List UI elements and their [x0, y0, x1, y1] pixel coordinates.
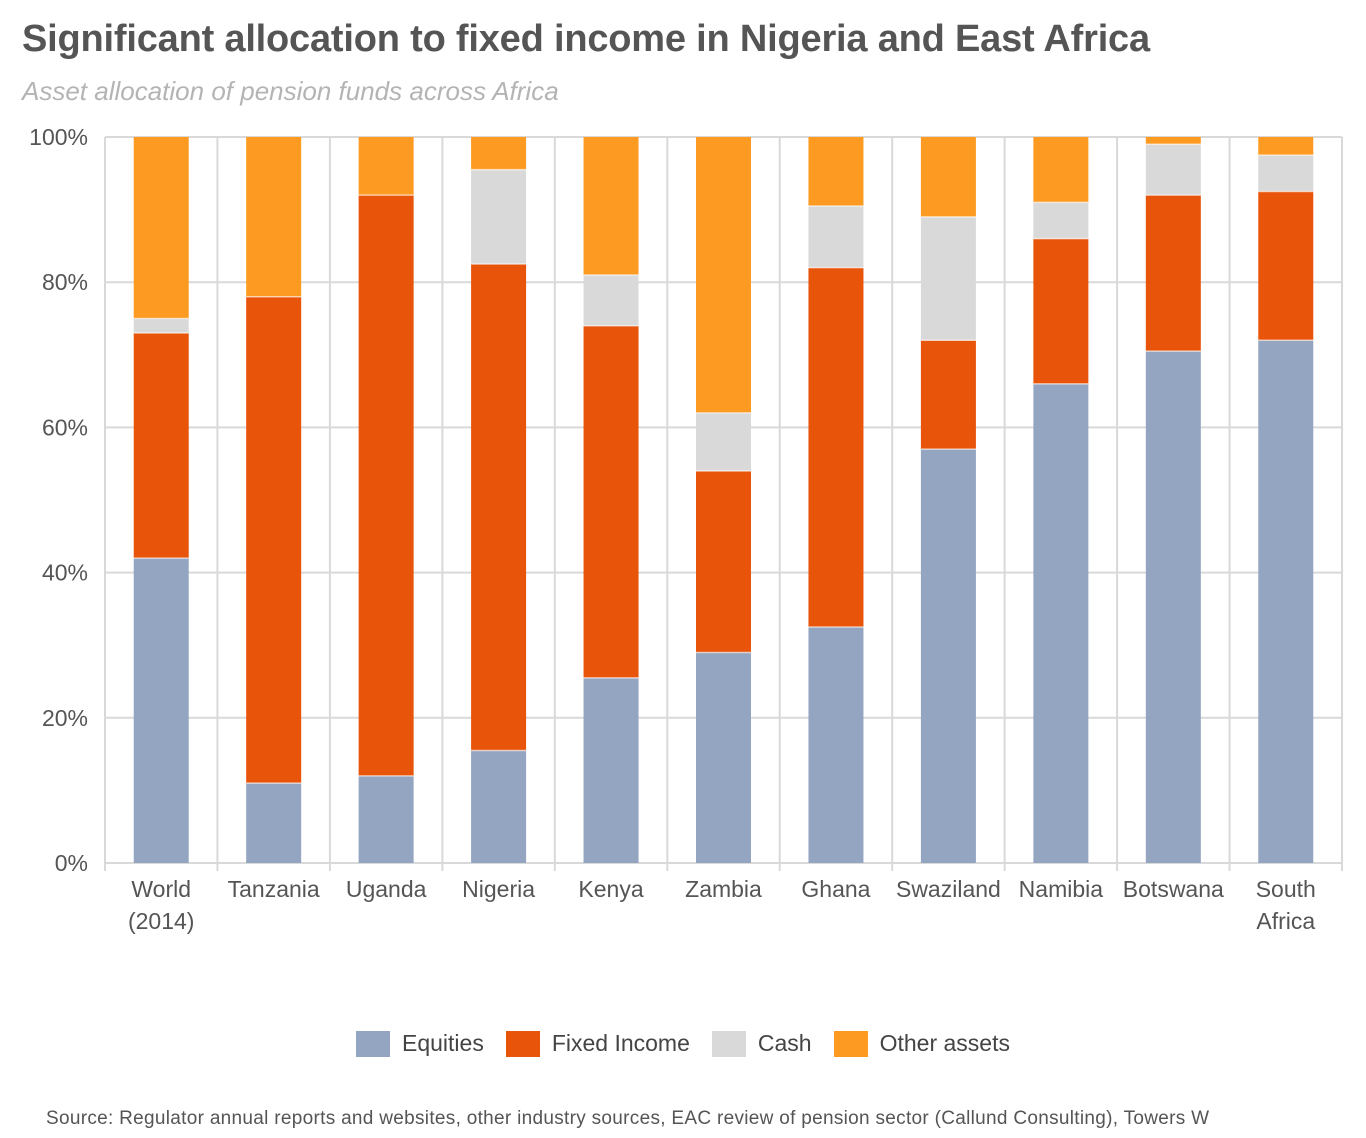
bar-segment-cash [1033, 202, 1089, 239]
bar-segment-other-assets [246, 137, 302, 297]
bar-segment-fixed-income [358, 195, 414, 776]
bar-segment-other-assets [808, 137, 864, 206]
y-tick-label: 60% [42, 414, 88, 440]
bar-segment-cash [920, 216, 976, 341]
x-tick-label: Kenya [578, 876, 643, 902]
bar-segment-fixed-income [471, 264, 527, 751]
bar-segment-fixed-income [1033, 238, 1089, 384]
bar-segment-equities [1033, 383, 1089, 863]
stacked-bar-chart: 0% 20% 40% 60% 80% 100% World (2014) Tanzania Uga… [29, 124, 1343, 934]
bar-segment-equities [1145, 351, 1201, 863]
legend-swatch-fixed-income [505, 1030, 540, 1057]
bar-segment-cash [1258, 155, 1314, 192]
legend-item-fixed-income: Fixed Income [505, 1030, 690, 1057]
source-note: Source: Regulator annual reports and web… [46, 1108, 1210, 1129]
bar-segment-cash [1145, 144, 1201, 196]
bar-segment-other-assets [1145, 137, 1201, 145]
x-tick-label: (2014) [128, 908, 194, 934]
x-tick-label: Ghana [801, 876, 870, 902]
bar-segment-other-assets [133, 137, 189, 319]
y-tick-label: 20% [42, 705, 88, 731]
y-tick-label: 40% [42, 560, 88, 586]
x-tick-label: Uganda [346, 876, 427, 902]
legend-item-cash: Cash [711, 1030, 812, 1057]
x-tick-label: Nigeria [462, 876, 535, 902]
bar-segment-other-assets [471, 137, 527, 170]
legend-item-equities: Equities [356, 1030, 484, 1057]
x-tick-label: Namibia [1019, 876, 1104, 902]
bar-segment-cash [696, 412, 751, 471]
bar-segment-equities [133, 558, 189, 863]
bar-segment-equities [246, 783, 302, 863]
bar-segment-equities [471, 750, 527, 863]
bar-segment-equities [1258, 340, 1314, 863]
y-tick-label: 0% [55, 850, 88, 876]
y-tick-label: 80% [42, 269, 88, 295]
bar-segment-equities [583, 677, 639, 863]
legend-label-other-assets: Other assets [879, 1030, 1010, 1056]
bar-segment-cash [808, 205, 864, 268]
bar-segment-cash [133, 318, 189, 334]
bar-segment-cash [583, 274, 639, 326]
legend-swatch-other-assets [833, 1030, 868, 1057]
chart-subtitle: Asset allocation of pension funds across… [22, 76, 559, 106]
bar-segment-equities [920, 449, 976, 863]
x-tick-label: World [131, 876, 191, 902]
x-tick-label: Botswana [1123, 876, 1224, 902]
bar-segment-fixed-income [1258, 191, 1314, 341]
bar-segment-other-assets [583, 137, 639, 275]
chart-legend: Equities Fixed Income Cash Other assets [0, 1030, 1366, 1057]
bar-segment-other-assets [358, 137, 414, 196]
x-tick-label: Tanzania [228, 876, 320, 902]
x-tick-label: Africa [1256, 908, 1315, 934]
legend-swatch-equities [356, 1030, 390, 1057]
chart-title: Significant allocation to fixed income i… [22, 18, 1150, 60]
x-tick-label: South [1256, 876, 1316, 902]
x-tick-label: Swaziland [896, 876, 1001, 902]
legend-label-fixed-income: Fixed Income [551, 1030, 690, 1056]
bar-segment-equities [808, 627, 864, 863]
bar-segment-cash [471, 169, 527, 265]
legend-label-equities: Equities [402, 1030, 484, 1056]
bar-segment-equities [696, 652, 751, 863]
bar-segment-other-assets [1258, 137, 1314, 156]
bar-segment-fixed-income [133, 333, 189, 559]
bar-segment-fixed-income [246, 296, 302, 784]
bar-segment-other-assets [696, 137, 751, 413]
bar-segment-fixed-income [920, 340, 976, 450]
y-tick-label: 100% [29, 124, 88, 150]
x-tick-label: Zambia [685, 876, 762, 902]
bar-segment-fixed-income [696, 470, 751, 653]
bar-segment-fixed-income [1145, 195, 1201, 352]
bar-segment-other-assets [920, 137, 976, 217]
legend-label-cash: Cash [757, 1030, 812, 1056]
bar-segment-fixed-income [808, 267, 864, 628]
legend-swatch-cash [711, 1030, 746, 1057]
bar-segment-fixed-income [583, 325, 639, 678]
bar-segment-other-assets [1033, 137, 1089, 203]
bar-segment-equities [358, 775, 414, 863]
legend-item-other-assets: Other assets [833, 1030, 1010, 1057]
